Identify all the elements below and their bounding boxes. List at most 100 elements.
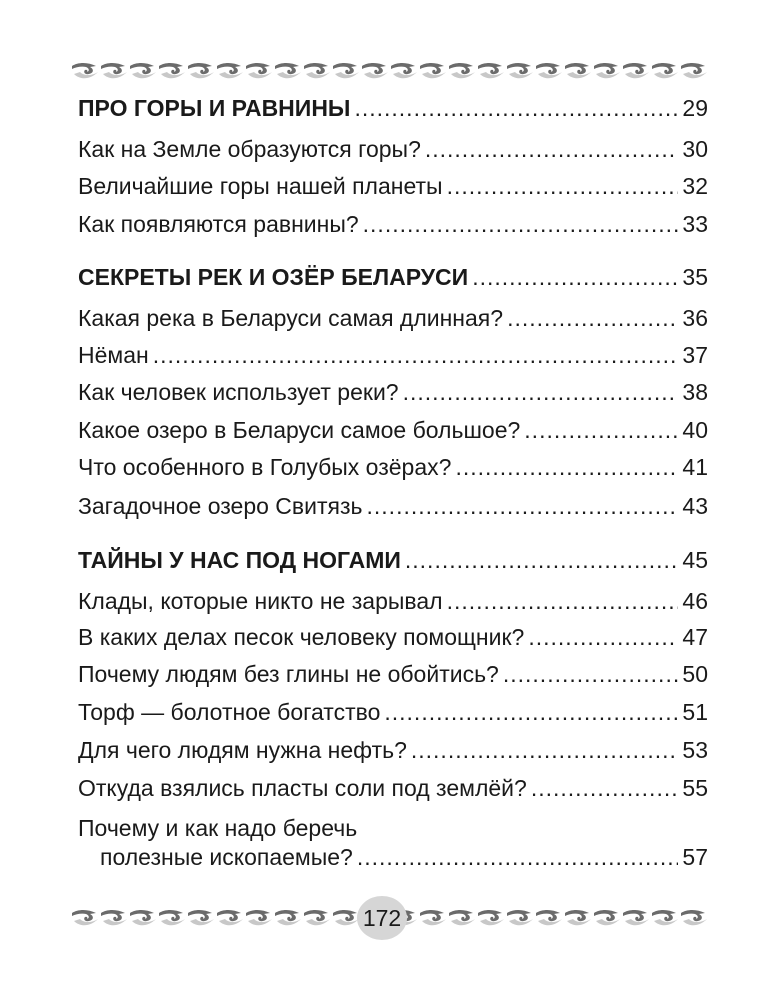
wave-ornament-icon (101, 63, 127, 79)
item-title: Что особенного в Голубых озёрах? (78, 454, 452, 480)
dot-leader (524, 416, 678, 444)
item-title: Клады, которые никто не зарывал (78, 588, 443, 614)
toc-item[interactable]: Торф — болотное богатство 51 (78, 698, 708, 726)
wave-ornament-icon (246, 63, 272, 79)
dot-leader (447, 587, 679, 615)
wave-ornament-icon (536, 910, 562, 926)
toc-item[interactable]: Откуда взялись пласты соли под землёй? 55 (78, 774, 708, 802)
wave-ornament-icon (652, 910, 678, 926)
wave-ornament-icon (478, 63, 504, 79)
top-ornament-border (72, 63, 707, 79)
page-ref: 50 (682, 661, 708, 687)
wave-ornament-icon (681, 63, 707, 79)
item-title: Откуда взялись пласты соли под землёй? (78, 775, 527, 801)
dot-leader (507, 304, 678, 332)
wave-ornament-icon (565, 910, 591, 926)
toc-item[interactable]: полезные ископаемые? 57 (100, 843, 708, 871)
wave-ornament-icon (594, 910, 620, 926)
wave-ornament-icon (333, 910, 359, 926)
item-title: Как появляются равнины? (78, 211, 359, 237)
wave-ornament-icon (72, 63, 98, 79)
toc-heading[interactable]: СЕКРЕТЫ РЕК И ОЗЁР БЕЛАРУСИ 35 (78, 263, 708, 291)
wave-ornament-icon (304, 910, 330, 926)
item-title: В каких делах песок человеку помощник? (78, 624, 525, 650)
item-title: Как на Земле образуются горы? (78, 136, 421, 162)
item-title: Для чего людям нужна нефть? (78, 737, 407, 763)
dot-leader (411, 736, 679, 764)
page-ref: 40 (682, 417, 708, 443)
dot-leader (363, 210, 679, 238)
page-ref: 33 (682, 211, 708, 237)
toc-item[interactable]: Почему людям без глины не обойтись? 50 (78, 660, 708, 688)
item-title: Нёман (78, 342, 149, 368)
dot-leader (531, 774, 679, 802)
page-ref: 51 (682, 699, 708, 725)
wave-ornament-icon (275, 910, 301, 926)
wave-ornament-icon (246, 910, 272, 926)
item-title: Почему людям без глины не обойтись? (78, 661, 499, 687)
wave-ornament-icon (188, 910, 214, 926)
page-ref: 37 (682, 342, 708, 368)
wave-ornament-icon (449, 63, 475, 79)
page-ref: 38 (682, 379, 708, 405)
page-ref: 53 (682, 737, 708, 763)
toc-item[interactable]: Как человек использует реки? 38 (78, 378, 708, 406)
wave-ornament-icon (362, 63, 388, 79)
toc-item[interactable]: Какая река в Беларуси самая длинная? 36 (78, 304, 708, 332)
wave-ornament-icon (652, 63, 678, 79)
wave-ornament-icon (565, 63, 591, 79)
toc-item[interactable]: Нёман 37 (78, 341, 708, 369)
toc-item[interactable]: Какое озеро в Беларуси самое большое? 40 (78, 416, 708, 444)
toc-item[interactable]: Как на Земле образуются горы? 30 (78, 135, 708, 163)
wave-ornament-icon (304, 63, 330, 79)
dot-leader (357, 843, 679, 871)
item-title: Какое озеро в Беларуси самое большое? (78, 417, 521, 443)
dot-leader (528, 623, 678, 651)
dot-leader (354, 94, 678, 122)
page-ref: 29 (682, 95, 708, 121)
wave-ornament-icon (159, 910, 185, 926)
dot-leader (367, 492, 679, 520)
dot-leader (455, 453, 678, 481)
wave-ornament-icon (420, 63, 446, 79)
dot-leader (425, 135, 679, 163)
page-number: 172 (357, 896, 407, 940)
toc-item[interactable]: Загадочное озеро Свитязь 43 (78, 492, 708, 520)
dot-leader (405, 546, 679, 574)
toc-heading[interactable]: ТАЙНЫ У НАС ПОД НОГАМИ 45 (78, 546, 708, 574)
wave-ornament-icon (623, 63, 649, 79)
toc-item[interactable]: Как появляются равнины? 33 (78, 210, 708, 238)
item-title-line1[interactable]: Почему и как надо беречь (78, 815, 358, 841)
wave-ornament-icon (536, 63, 562, 79)
toc-item[interactable]: Величайшие горы нашей планеты 32 (78, 172, 708, 200)
wave-ornament-icon (623, 910, 649, 926)
toc-heading[interactable]: ПРО ГОРЫ И РАВНИНЫ 29 (78, 94, 708, 122)
wave-ornament-icon (188, 63, 214, 79)
wave-ornament-icon (101, 910, 127, 926)
wave-ornament-icon (217, 910, 243, 926)
page-ref: 57 (682, 844, 708, 870)
wave-ornament-icon (217, 63, 243, 79)
toc-item[interactable]: Для чего людям нужна нефть? 53 (78, 736, 708, 764)
wave-ornament-icon (507, 63, 533, 79)
page-ref: 46 (682, 588, 708, 614)
page-ref: 32 (682, 173, 708, 199)
page-ref: 41 (682, 454, 708, 480)
heading-title: СЕКРЕТЫ РЕК И ОЗЁР БЕЛАРУСИ (78, 264, 469, 290)
toc-item[interactable]: В каких делах песок человеку помощник? 47 (78, 623, 708, 651)
dot-leader (384, 698, 678, 726)
wave-ornament-icon (159, 63, 185, 79)
page-ref: 36 (682, 305, 708, 331)
toc-item[interactable]: Что особенного в Голубых озёрах? 41 (78, 453, 708, 481)
page-ref: 55 (682, 775, 708, 801)
dot-leader (447, 172, 679, 200)
wave-ornament-icon (333, 63, 359, 79)
dot-leader (503, 660, 679, 688)
toc-item[interactable]: Клады, которые никто не зарывал 46 (78, 587, 708, 615)
dot-leader (153, 341, 679, 369)
item-title: Величайшие горы нашей планеты (78, 173, 443, 199)
wave-ornament-icon (72, 910, 98, 926)
wave-ornament-icon (449, 910, 475, 926)
wave-ornament-icon (391, 63, 417, 79)
page-ref: 45 (682, 547, 708, 573)
